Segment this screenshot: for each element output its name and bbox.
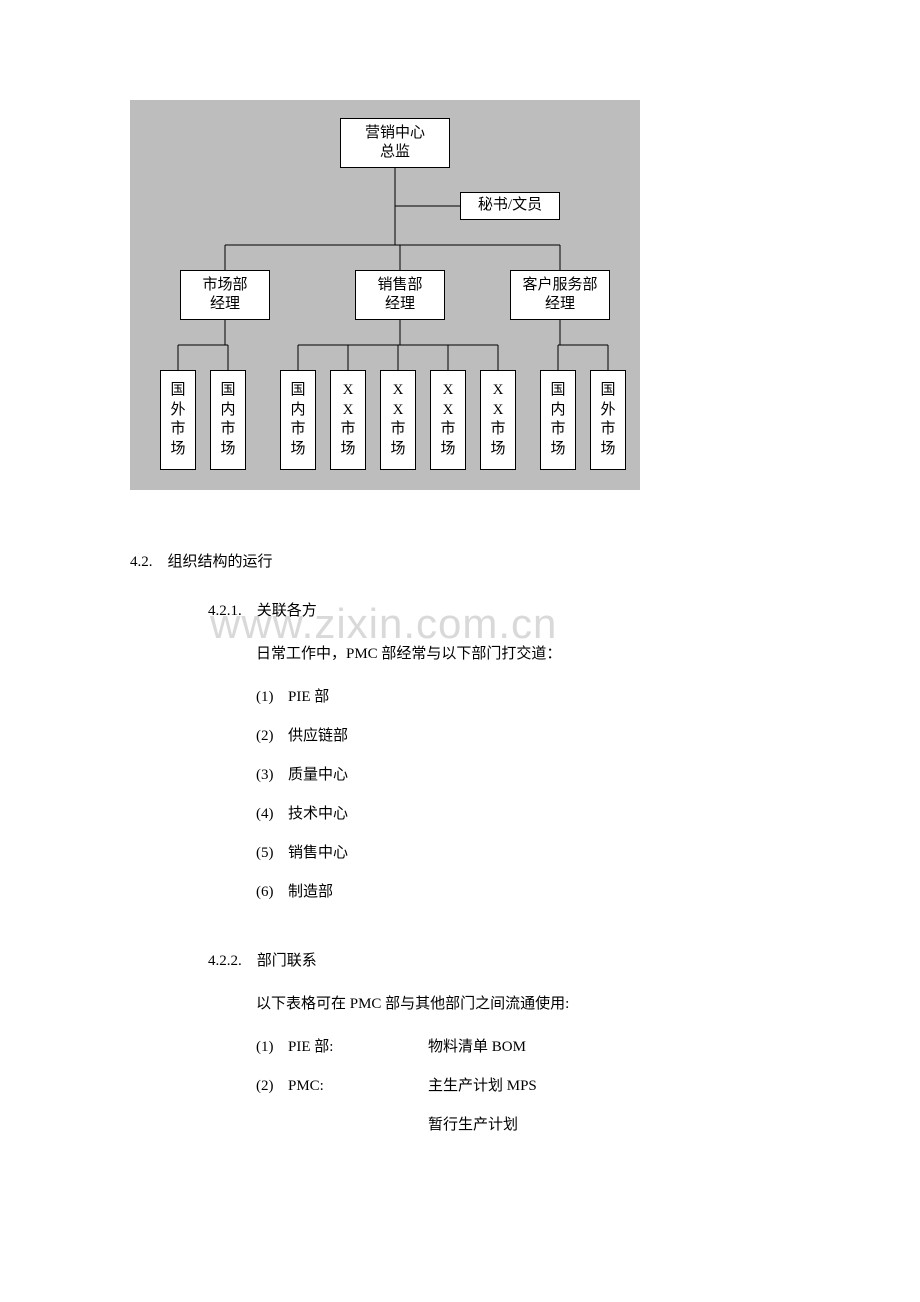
li-num: (1) [256,689,288,706]
list-item: (1)PIE 部:物料清单 BOM [256,1035,800,1056]
li-label: PMC: [288,1078,428,1095]
li-num: (6) [256,884,288,901]
paragraph-intro-1: 日常工作中，PMC 部经常与以下部门打交道： [256,642,800,663]
li-value: 主生产计划 MPS [428,1078,537,1094]
list-item: 暂行生产计划 [256,1113,800,1134]
li-num: (2) [256,728,288,745]
li-text: 销售中心 [288,845,348,861]
li-num: (5) [256,845,288,862]
list-item: (3)质量中心 [256,763,800,784]
org-node-m1: 市场部经理 [180,270,270,320]
list-item: (2)供应链部 [256,724,800,745]
li-num: (1) [256,1039,288,1056]
section-4-2: 4.2. 组织结构的运行 4.2.1. 关联各方 日常工作中，PMC 部经常与以… [120,550,800,1134]
li-value: 暂行生产计划 [428,1117,518,1133]
li-text: PIE 部 [288,689,329,705]
org-node-l6: XX市场 [430,370,466,470]
org-node-l5: XX市场 [380,370,416,470]
li-text: 质量中心 [288,767,348,783]
list-item: (5)销售中心 [256,841,800,862]
org-node-l1: 国外市场 [160,370,196,470]
li-text: 技术中心 [288,806,348,822]
org-node-top: 营销中心总监 [340,118,450,168]
list-item: (1)PIE 部 [256,685,800,706]
org-node-l9: 国外市场 [590,370,626,470]
heading-4-2-1: 4.2.1. 关联各方 [208,599,800,620]
org-node-m3: 客户服务部经理 [510,270,610,320]
heading-4-2-2: 4.2.2. 部门联系 [208,949,800,970]
org-node-sec: 秘书/文员 [460,192,560,220]
org-node-l7: XX市场 [480,370,516,470]
li-num: (2) [256,1078,288,1095]
li-label: PIE 部: [288,1035,428,1056]
li-value: 物料清单 BOM [428,1039,526,1055]
heading-4-2: 4.2. 组织结构的运行 [130,550,800,571]
list-item: (4)技术中心 [256,802,800,823]
org-node-l2: 国内市场 [210,370,246,470]
li-num: (4) [256,806,288,823]
li-num: (3) [256,767,288,784]
li-text: 制造部 [288,884,333,900]
org-node-l8: 国内市场 [540,370,576,470]
org-node-l4: XX市场 [330,370,366,470]
document-page: www.zixin.com.cn 营销中心总监秘书/文员市场部经理销售部经理客户… [0,0,920,1212]
list-item: (2)PMC:主生产计划 MPS [256,1074,800,1095]
org-node-m2: 销售部经理 [355,270,445,320]
org-node-l3: 国内市场 [280,370,316,470]
org-chart: 营销中心总监秘书/文员市场部经理销售部经理客户服务部经理国外市场国内市场国内市场… [130,100,640,490]
paragraph-intro-2: 以下表格可在 PMC 部与其他部门之间流通使用: [256,992,800,1013]
li-text: 供应链部 [288,728,348,744]
list-item: (6)制造部 [256,880,800,901]
